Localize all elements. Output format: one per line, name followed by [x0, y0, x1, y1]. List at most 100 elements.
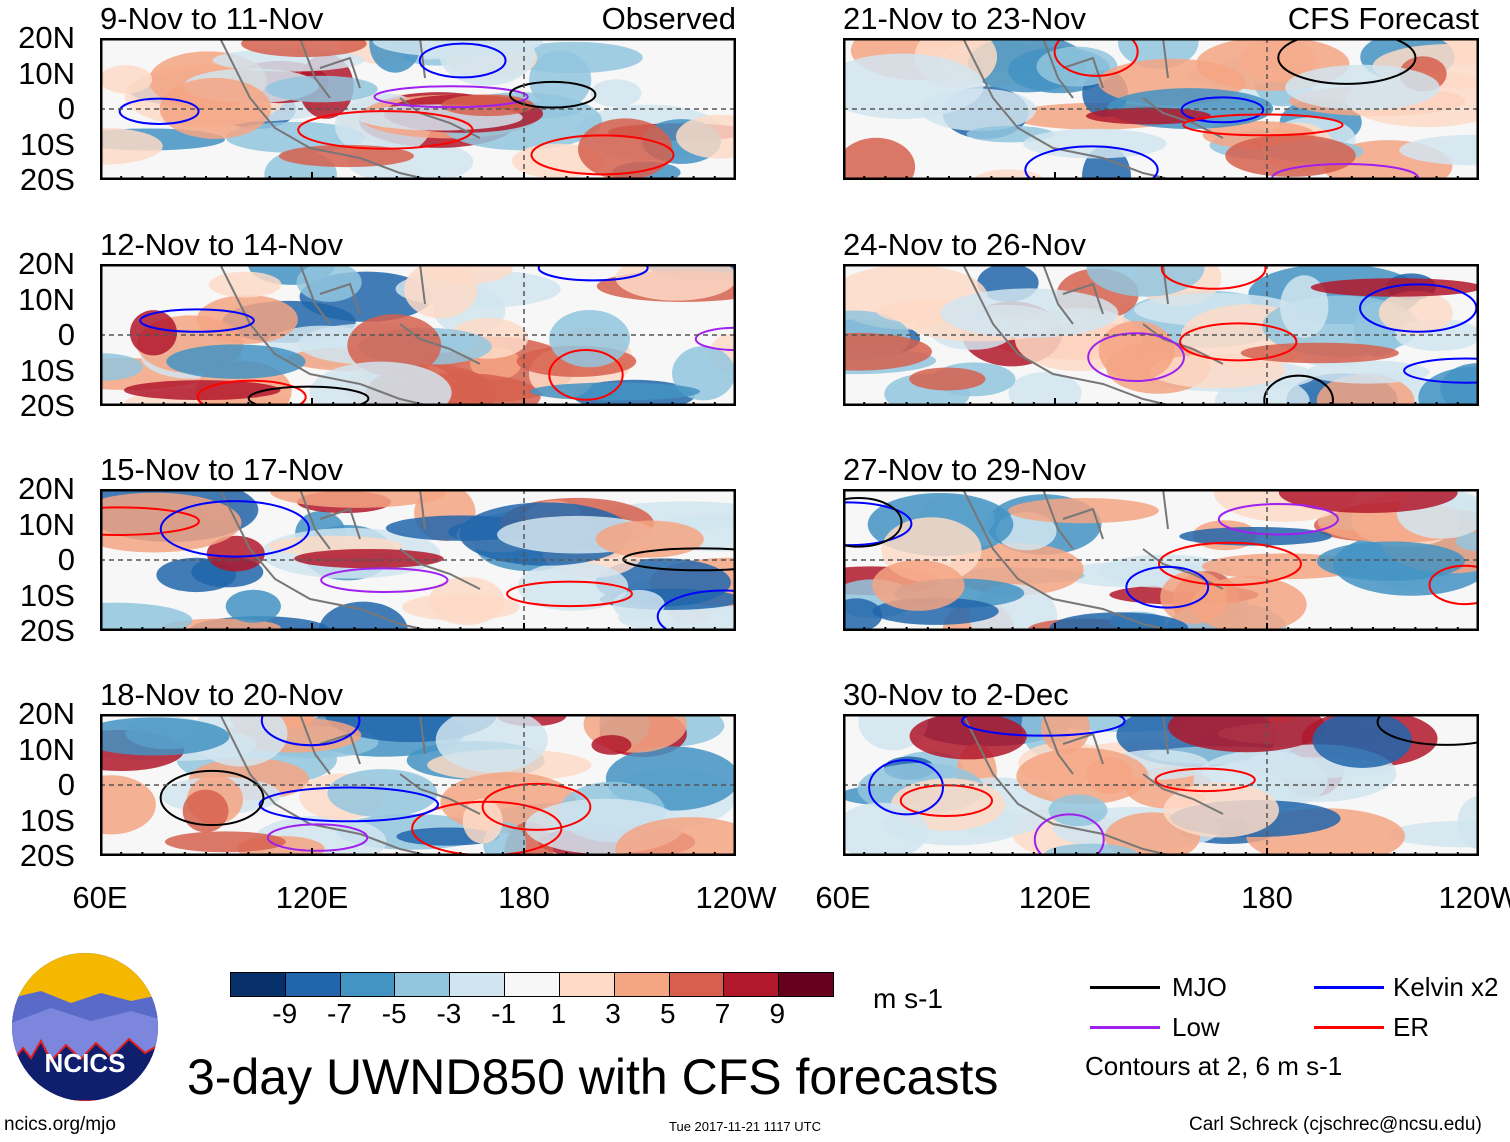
wind-anomaly-blob: [1310, 278, 1479, 297]
contour-note: Contours at 2, 6 m s-1: [1085, 1051, 1343, 1081]
wind-anomaly-blob: [615, 817, 736, 856]
contour-line: [118, 97, 200, 125]
coastline: [962, 714, 1224, 856]
lon-label: 120W: [695, 880, 777, 915]
contour-line: [1217, 503, 1339, 536]
wind-anomaly-blob: [100, 717, 230, 756]
colorbar-swatch: [505, 973, 560, 996]
lat-label: 10N: [18, 731, 75, 767]
contour-line: [320, 567, 449, 593]
wind-anomaly-blob: [100, 353, 143, 381]
panel-title: 15-Nov to 17-Nov: [100, 452, 343, 487]
contour-line: [843, 497, 903, 548]
wind-anomaly-blob: [1098, 320, 1175, 381]
coastline: [962, 38, 1224, 180]
wind-anomaly-blob: [1378, 290, 1453, 335]
wind-anomaly-blob: [1285, 64, 1440, 111]
footer-credit: Carl Schreck (cjschrec@ncsu.edu): [1189, 1114, 1482, 1135]
lat-label: 10S: [19, 352, 75, 388]
colorbar: [230, 972, 834, 997]
lat-label: 20S: [19, 388, 75, 423]
legend-line-low: [1090, 1026, 1160, 1029]
panel-label: Observed: [601, 1, 736, 36]
colorbar-swatch: [669, 973, 725, 996]
lon-label: 120E: [275, 880, 349, 915]
panel-title: 30-Nov to 2-Dec: [843, 677, 1069, 712]
lat-label: 10S: [19, 577, 75, 613]
wind-anomaly-blob: [1008, 497, 1159, 524]
lat-label: 20N: [18, 696, 75, 731]
colorbar-swatch: [559, 973, 615, 996]
contour-line: [1157, 541, 1303, 587]
panel-title: 27-Nov to 29-Nov: [843, 452, 1086, 487]
colorbar-swatch: [779, 973, 833, 996]
contour-line: [537, 264, 649, 282]
contour-line: [258, 786, 440, 823]
wind-anomaly-blob: [164, 831, 286, 853]
wind-anomaly-blob: [1312, 714, 1412, 768]
contour-line: [960, 714, 1126, 737]
map-panel: [843, 38, 1479, 180]
lon-label: 120W: [1438, 880, 1510, 915]
contour-line: [868, 759, 944, 816]
wind-anomaly-blob: [1225, 134, 1356, 177]
wind-anomaly-blob: [1179, 526, 1332, 546]
legend-label-low: Low: [1172, 1012, 1220, 1042]
contour-line: [1277, 38, 1417, 85]
wind-anomaly-blob: [909, 367, 986, 391]
colorbar-swatch: [340, 973, 396, 996]
map-panel: [100, 38, 736, 180]
contour-line: [1024, 145, 1159, 180]
panel-label: CFS Forecast: [1287, 1, 1479, 36]
contour-line: [509, 80, 597, 109]
lon-label: 120E: [1018, 880, 1092, 915]
wind-anomaly-blob: [517, 561, 629, 611]
colorbar-tick-label: -3: [436, 998, 462, 1029]
contour-line: [1428, 564, 1479, 606]
coastline: [219, 489, 481, 631]
figure-title: 3-day UWND850 with CFS forecasts: [187, 1049, 999, 1105]
lat-label: 20N: [18, 471, 75, 506]
wind-anomaly-blob: [1163, 782, 1279, 838]
wind-anomaly-blob: [1455, 532, 1479, 552]
contour-line: [100, 506, 200, 536]
lat-label: 10S: [19, 126, 75, 162]
logo-text: NCICS: [44, 1048, 126, 1078]
contour-line: [159, 769, 265, 827]
lat-label: 20N: [18, 246, 75, 281]
contour-line: [159, 500, 311, 558]
contour-line: [548, 348, 624, 401]
contour-line: [196, 379, 307, 406]
coastline: [219, 264, 481, 406]
wind-anomaly-blob: [435, 714, 548, 773]
wind-anomaly-blob: [940, 288, 1119, 338]
panel-title: 21-Nov to 23-Nov: [843, 1, 1086, 36]
colorbar-swatch: [614, 973, 670, 996]
wind-anomaly-blob: [296, 264, 362, 302]
lat-label: 10N: [18, 55, 75, 91]
contour-line: [1403, 357, 1479, 384]
colorbar-tick-label: -7: [327, 998, 352, 1029]
contour-line: [530, 134, 675, 176]
wind-anomaly-blob: [309, 361, 452, 406]
wind-anomaly-blob: [159, 77, 272, 139]
colorbar-tick-label: 9: [769, 998, 786, 1029]
wind-anomaly-blob: [1306, 360, 1430, 384]
wind-anomaly-blob: [909, 714, 1027, 760]
map-panel: [100, 264, 736, 406]
wind-anomaly-blob: [591, 734, 632, 755]
wind-anomaly-blob: [843, 53, 984, 119]
footer-url[interactable]: ncics.org/mjo: [4, 1114, 116, 1135]
panel-title: 12-Nov to 14-Nov: [100, 227, 343, 262]
wind-anomaly-blob: [318, 601, 408, 631]
colorbar-tick-label: -9: [272, 998, 298, 1029]
wind-anomaly-blob: [843, 802, 929, 856]
lat-label: 20S: [19, 838, 75, 873]
wind-anomaly-blob: [1418, 366, 1479, 406]
map-panel: [843, 714, 1479, 856]
wind-anomaly-blob: [529, 382, 701, 401]
colorbar-units: m s-1: [873, 983, 943, 1014]
wind-anomaly-blob: [327, 769, 438, 818]
wind-anomaly-blob: [615, 264, 736, 301]
panel-title: 18-Nov to 20-Nov: [100, 677, 343, 712]
